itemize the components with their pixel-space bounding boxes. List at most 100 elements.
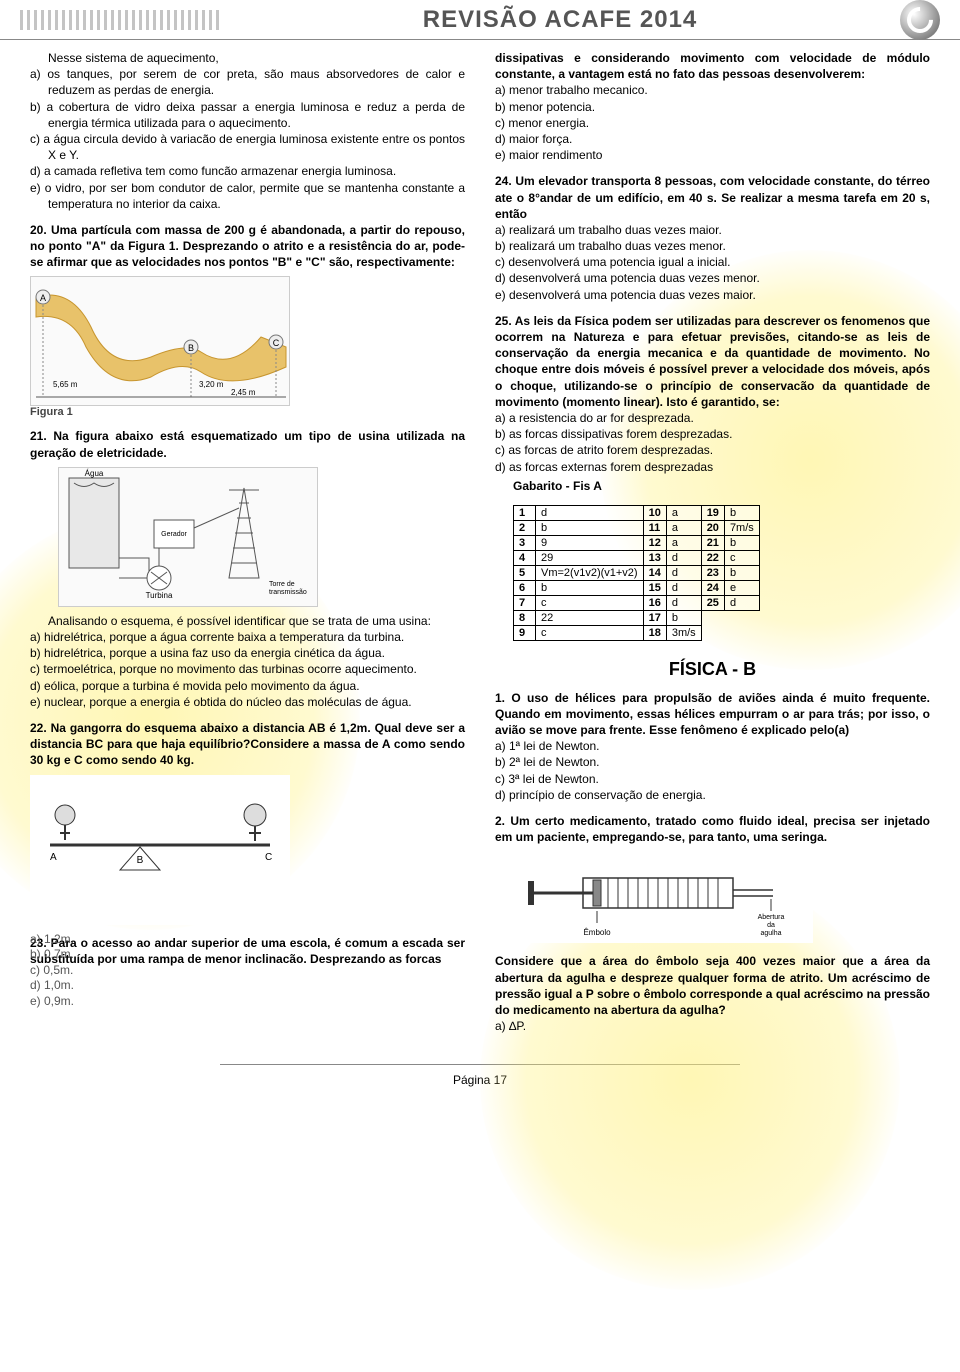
gabarito-val: b [536,580,644,595]
gabarito-val: 3m/s [666,625,701,640]
q22-opt-d: d) 1,0m. [30,978,290,994]
q19-intro: Nesse sistema de aquecimento, [30,50,465,66]
gabarito-val: b [536,520,644,535]
q21-text: 21. Na figura abaixo está esquematizado … [30,428,465,460]
table-row: 42913d22c [514,550,760,565]
q22-opt-c: c) 0,5m. [30,963,290,979]
gabarito-key: 21 [701,535,724,550]
q22-options-list: a) 1,2m. b) 0,7m. c) 0,5m. d) 1,0m. e) 0… [30,932,290,1010]
fig-label-hC: 2,45 m [231,388,256,397]
q19-opt-e: e) o vidro, por ser bom condutor de calo… [30,180,465,212]
fig-label-agua: Água [85,469,104,478]
page-footer: Página 17 [220,1064,740,1095]
gabarito-val: a [666,520,701,535]
q20-text: 20. Uma partícula com massa de 200 g é a… [30,222,465,271]
q24-text: 24. Um elevador transporta 8 pessoas, co… [495,173,930,222]
gabarito-val: c [536,625,644,640]
gabarito-key: 14 [643,565,666,580]
q24-opt-b: b) realizará um trabalho duas vezes meno… [495,238,930,254]
q21-opt-c: c) termoelétrica, porque no movimento da… [30,661,465,677]
q19-opt-b: b) a cobertura de vidro deixa passar a e… [30,99,465,131]
gabarito-val: d [666,550,701,565]
q25-text: 25. As leis da Física podem ser utilizad… [495,313,930,410]
table-row: 2b11a207m/s [514,520,760,535]
page-body: Nesse sistema de aquecimento, a) os tanq… [0,40,960,1064]
gabarito-val: b [724,565,759,580]
q21-opt-b: b) hidrelétrica, porque a usina faz uso … [30,645,465,661]
q25-opt-d: d) as forcas externas forem desprezadas [495,459,930,475]
svg-text:Abertura: Abertura [758,914,785,921]
fig-label-gerador: Gerador [161,531,187,538]
q21-opt-a: a) hidrelétrica, porque a água corrente … [30,629,465,645]
q24-opt-d: d) desenvolverá uma potencia duas vezes … [495,270,930,286]
q22-figure: B A C a) 1,2m. b) 0,7m. c) 0,5m. d) 1,0m… [30,775,465,925]
gabarito-key: 8 [514,610,536,625]
gabarito-table-wrap: 1d10a19b2b11a207m/s3912a21b42913d22c5Vm=… [513,505,930,641]
gabarito-table: 1d10a19b2b11a207m/s3912a21b42913d22c5Vm=… [513,505,760,641]
svg-text:A: A [50,852,57,863]
q24-opt-a: a) realizará um trabalho duas vezes maio… [495,222,930,238]
gabarito-val: c [536,595,644,610]
gabarito-key: 20 [701,520,724,535]
gabarito-key: 18 [643,625,666,640]
svg-text:transmissão: transmissão [269,589,307,596]
fig-label-turbina: Turbina [146,591,173,600]
gabarito-val: 9 [536,535,644,550]
header-logo-icon [900,0,940,40]
gabarito-key: 5 [514,565,536,580]
q25-opt-a: a) a resistencia do ar for desprezada. [495,410,930,426]
gabarito-key: 3 [514,535,536,550]
q22-opt-e: e) 0,9m. [30,994,290,1010]
qb2-opt-a: a) ∆P. [495,1018,930,1034]
section-fisica-b-title: FÍSICA - B [495,659,930,680]
table-row: 5Vm=2(v1v2)(v1+v2)14d23b [514,565,760,580]
qb1-opt-c: c) 3ª lei de Newton. [495,771,930,787]
table-row: 3912a21b [514,535,760,550]
page-header: REVISÃO ACAFE 2014 [0,0,960,40]
gabarito-val: 22 [536,610,644,625]
table-row: 7c16d25d [514,595,760,610]
svg-text:agulha: agulha [760,930,781,937]
gabarito-key: 2 [514,520,536,535]
right-column: dissipativas e considerando movimento co… [495,50,930,1034]
gabarito-key: 22 [701,550,724,565]
q21-figure: Água Turbina Gerador [58,467,493,607]
svg-text:da: da [767,922,775,929]
gabarito-key: 25 [701,595,724,610]
q21-opt-d: d) eólica, porque a turbina é movida pel… [30,678,465,694]
qb1-text: 1. O uso de hélices para propulsão de av… [495,690,930,739]
gabarito-val: d [666,565,701,580]
fig-label-hA: 5,65 m [53,380,78,389]
q24-opt-e: e) desenvolverá uma potencia duas vezes … [495,287,930,303]
qb1-opt-d: d) princípio de conservação de energia. [495,787,930,803]
fig-label-C: C [273,338,280,348]
gabarito-key: 6 [514,580,536,595]
qb1-opt-a: a) 1ª lei de Newton. [495,738,930,754]
q23-cont-lead: dissipativas e considerando movimento co… [495,50,930,82]
fig-label-hB: 3,20 m [199,380,224,389]
table-row: 9c183m/s [514,625,760,640]
gabarito-title: Gabarito - Fis A [495,475,930,497]
q25-opt-b: b) as forcas dissipativas forem despreza… [495,426,930,442]
q23-opt-c: c) menor energia. [495,115,930,131]
qb2-text: 2. Um certo medicamento, tratado como fl… [495,813,930,845]
q25-opt-c: c) as forcas de atrito forem desprezadas… [495,442,930,458]
gabarito-key: 13 [643,550,666,565]
svg-text:B: B [137,855,144,866]
gabarito-val: a [666,505,701,520]
gabarito-key: 23 [701,565,724,580]
header-dots-decor [20,10,220,30]
gabarito-key: 9 [514,625,536,640]
gabarito-val: b [724,535,759,550]
gabarito-val: b [666,610,701,625]
fig-label-embolo: Êmbolo [583,928,611,937]
q23-opt-b: b) menor potencia. [495,99,930,115]
gabarito-val: b [724,505,759,520]
gabarito-val: d [724,595,759,610]
fig-label-B: B [188,343,194,353]
q22-opt-b: b) 0,7m. [30,947,290,963]
table-row: 82217b [514,610,760,625]
q21-lead: Analisando o esquema, é possível identif… [30,613,465,629]
gabarito-key: 4 [514,550,536,565]
q19-opt-c: c) a água circula devido à variacão de e… [30,131,465,163]
